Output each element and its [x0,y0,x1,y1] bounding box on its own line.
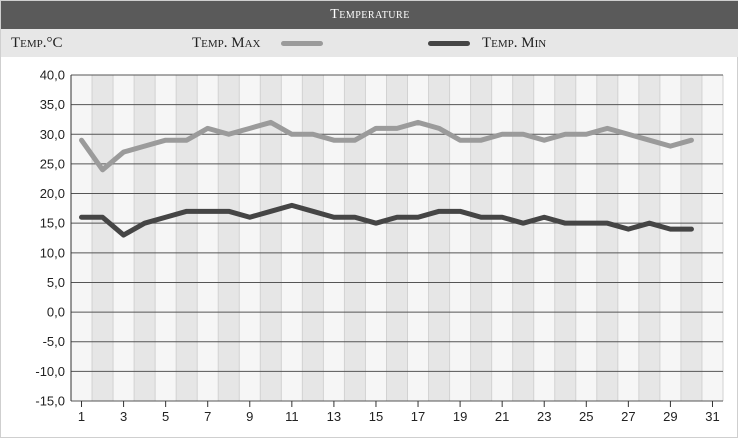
chart-title: Temperature [330,7,410,22]
series-line-min [79,202,694,238]
x-tick-label: 13 [327,409,341,424]
y-tick-label: -10,0 [35,364,65,379]
series-line-max [79,119,694,173]
day-stripe [92,75,114,401]
day-stripe [260,75,282,401]
y-tick-label: 35,0 [40,97,65,112]
x-tick-label: 27 [621,409,635,424]
day-stripe [638,75,660,401]
y-axis-unit-label: Temp.°C [11,35,63,51]
x-tick-label: 21 [495,409,509,424]
chart-title-bar: Temperature [1,1,738,29]
x-tick-label: 19 [453,409,467,424]
plot-area: 40,0 35,0 30,0 25,0 20,0 15,0 10,0 5,0 0,0 -5,0 -1… [35,68,724,424]
day-stripe [134,75,156,401]
day-stripe [512,75,534,401]
x-tick-label: 25 [579,409,593,424]
legend-max-label: Temp. Max [192,35,261,51]
day-stripe [596,75,618,401]
x-tick-label: 15 [369,409,383,424]
day-stripe [428,75,450,401]
x-tick-label: 23 [537,409,551,424]
x-tick-label: 1 [78,409,85,424]
y-tick-label: 30,0 [40,127,65,142]
day-stripe [344,75,366,401]
legend-band: Temp.°C Temp. Max Temp. Min [1,29,738,57]
y-tick-label: 5,0 [47,275,65,290]
x-tick-label: 29 [663,409,677,424]
y-tick-label: 20,0 [40,186,65,201]
y-tick-label: 40,0 [40,68,65,83]
x-tick-label: 3 [120,409,127,424]
day-stripe [386,75,408,401]
x-tick-label: 17 [411,409,425,424]
day-stripe [302,75,324,401]
day-stripe [470,75,492,401]
y-tick-label: -5,0 [43,334,65,349]
legend-min-swatch [428,41,470,46]
x-tick-label: 7 [204,409,211,424]
day-stripe [176,75,198,401]
day-stripe [680,75,702,401]
x-tick-label: 5 [162,409,169,424]
y-tick-label: 15,0 [40,216,65,231]
day-stripe [218,75,240,401]
y-tick-label: -15,0 [35,394,65,409]
legend-min-label: Temp. Min [482,35,547,51]
legend-max-swatch [281,41,323,46]
x-tick-label: 11 [285,409,299,424]
y-tick-label: 0,0 [47,305,65,320]
x-tick-label: 9 [246,409,253,424]
y-tick-label: 25,0 [40,156,65,171]
x-tick-label: 31 [705,409,719,424]
day-stripe [554,75,576,401]
y-tick-label: 10,0 [40,245,65,260]
